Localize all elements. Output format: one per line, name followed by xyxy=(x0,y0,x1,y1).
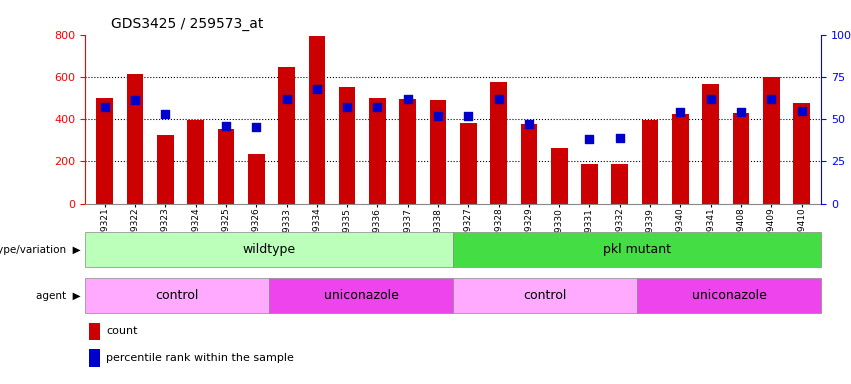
Bar xyxy=(762,77,780,204)
Text: count: count xyxy=(106,326,138,336)
Text: agent  ▶: agent ▶ xyxy=(37,291,81,301)
Text: percentile rank within the sample: percentile rank within the sample xyxy=(106,353,294,363)
Point xyxy=(764,96,778,102)
Bar xyxy=(369,98,386,204)
Bar xyxy=(187,120,204,204)
Bar xyxy=(642,120,659,204)
Point xyxy=(401,96,414,102)
Text: wildtype: wildtype xyxy=(243,243,295,256)
Bar xyxy=(85,232,453,267)
Bar xyxy=(96,98,113,204)
Bar xyxy=(611,164,628,204)
Bar xyxy=(581,164,597,204)
Point xyxy=(158,111,172,117)
Point xyxy=(461,113,475,119)
Bar xyxy=(551,147,568,204)
Point xyxy=(522,121,535,127)
Bar xyxy=(399,99,416,204)
Point xyxy=(734,109,748,115)
Bar xyxy=(278,67,295,204)
Text: pkl mutant: pkl mutant xyxy=(603,243,671,256)
Point xyxy=(492,96,505,102)
Point xyxy=(249,124,263,131)
Point xyxy=(371,104,385,110)
Bar xyxy=(637,278,821,313)
Bar xyxy=(269,278,453,313)
Bar xyxy=(339,88,356,204)
Bar xyxy=(218,129,234,204)
Bar xyxy=(521,124,537,204)
Bar xyxy=(248,154,265,204)
Bar xyxy=(733,113,749,204)
Bar xyxy=(793,103,810,204)
Bar xyxy=(453,232,821,267)
Point xyxy=(129,98,142,104)
Point xyxy=(795,108,808,114)
Bar xyxy=(127,74,144,204)
Text: uniconazole: uniconazole xyxy=(323,289,398,302)
Bar xyxy=(309,36,325,204)
Point xyxy=(310,86,323,92)
Point xyxy=(280,96,294,102)
Point xyxy=(673,109,687,115)
Point xyxy=(704,96,717,102)
Bar xyxy=(702,84,719,204)
Bar xyxy=(157,135,174,204)
Bar xyxy=(85,278,269,313)
Point xyxy=(431,113,445,119)
Bar xyxy=(672,114,688,204)
Point xyxy=(98,104,111,110)
Bar xyxy=(490,82,507,204)
Text: genotype/variation  ▶: genotype/variation ▶ xyxy=(0,245,81,255)
Point xyxy=(220,123,233,129)
Bar xyxy=(430,100,446,204)
Text: uniconazole: uniconazole xyxy=(692,289,767,302)
Text: control: control xyxy=(523,289,567,302)
Bar xyxy=(460,123,477,204)
Text: GDS3425 / 259573_at: GDS3425 / 259573_at xyxy=(111,17,264,31)
Bar xyxy=(453,278,637,313)
Point xyxy=(583,136,597,142)
Point xyxy=(613,134,626,141)
Point xyxy=(340,104,354,110)
Text: control: control xyxy=(156,289,199,302)
